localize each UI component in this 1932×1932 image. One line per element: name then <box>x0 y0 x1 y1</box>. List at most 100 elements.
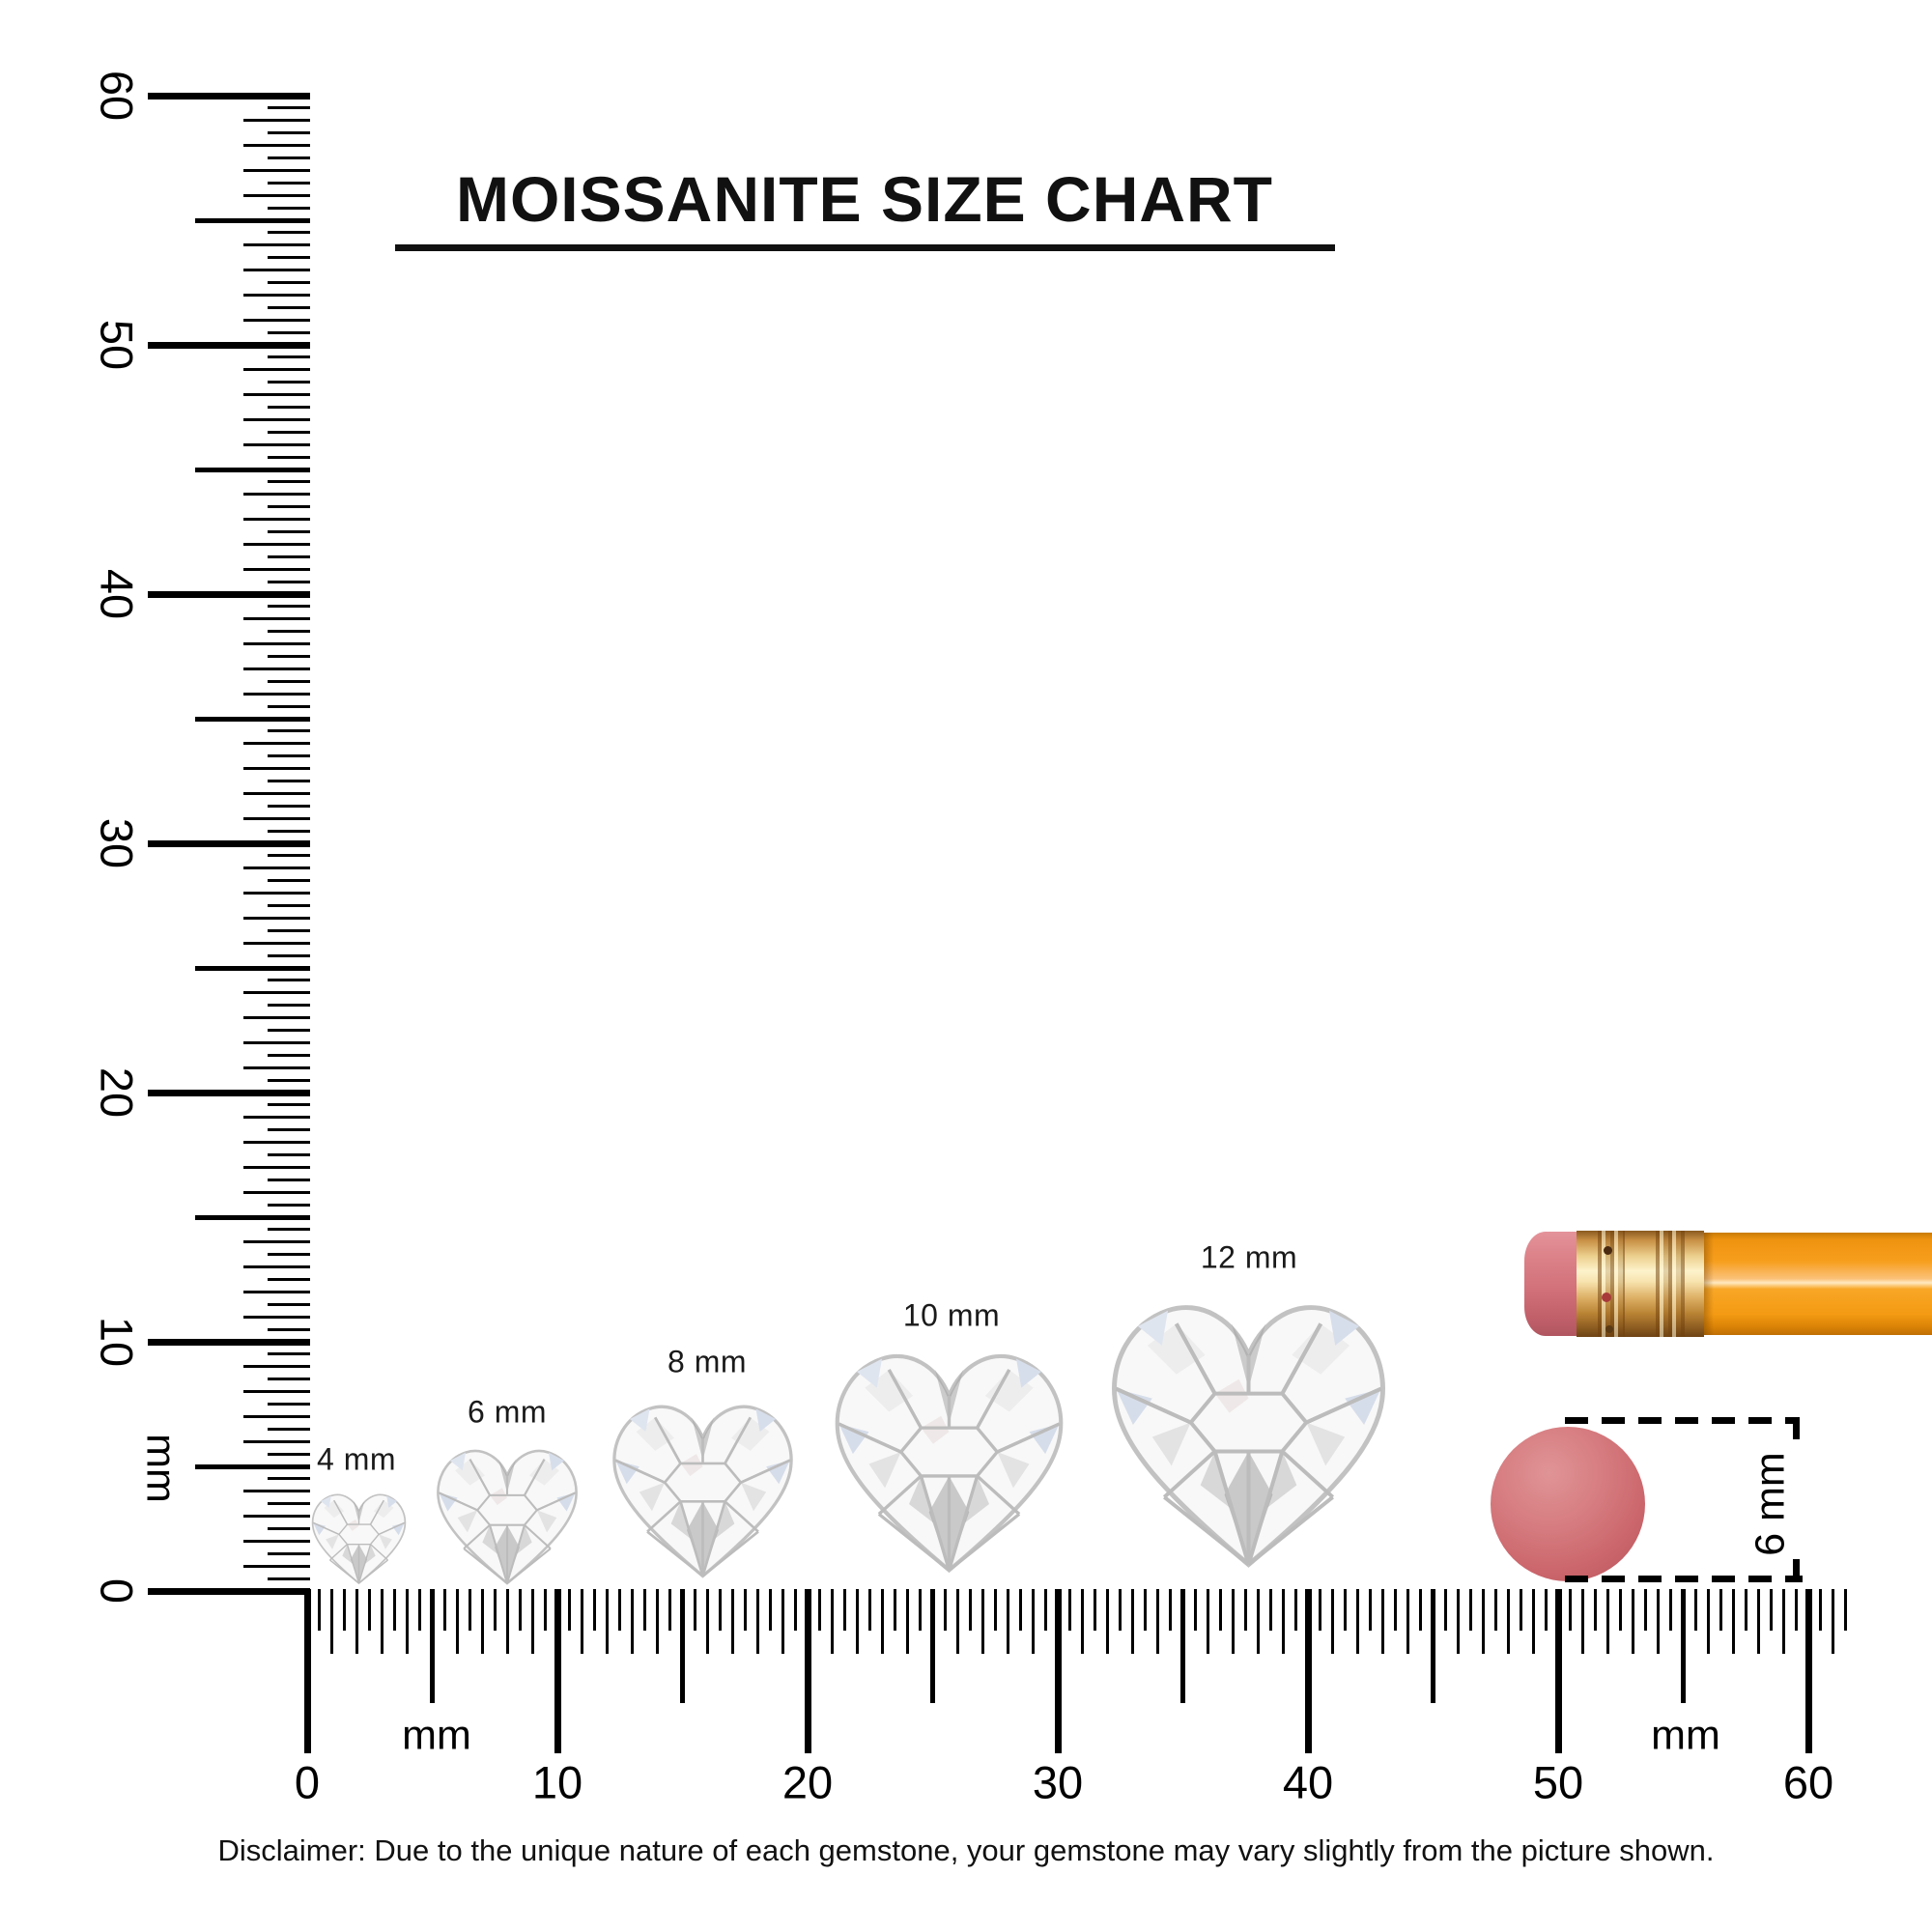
v-ruler-tick-32mm <box>243 791 310 795</box>
h-ruler-tick-25.5mm <box>943 1589 947 1631</box>
v-ruler-tick-40mm <box>148 590 310 598</box>
h-ruler-tick-36mm <box>1206 1589 1209 1654</box>
h-ruler-tick-16.5mm <box>718 1589 722 1631</box>
h-ruler-tick-3.5mm <box>393 1589 397 1631</box>
h-ruler-tick-55.5mm <box>1693 1589 1697 1631</box>
title-underline <box>395 244 1335 251</box>
h-ruler-tick-1.5mm <box>343 1589 347 1631</box>
v-ruler-tick-50.5mm <box>268 330 310 334</box>
h-ruler-tick-51.5mm <box>1594 1589 1598 1631</box>
v-ruler-tick-6mm <box>243 1439 310 1443</box>
v-ruler-tick-49mm <box>243 368 310 372</box>
h-ruler-tick-56mm <box>1706 1589 1710 1654</box>
v-ruler-tick-0.5mm <box>268 1577 310 1580</box>
v-ruler-tick-1mm <box>243 1564 310 1568</box>
v-ruler-tick-25mm <box>195 965 310 971</box>
v-ruler-tick-50mm <box>148 341 310 349</box>
v-ruler-tick-28.5mm <box>268 879 310 883</box>
v-ruler-tick-20mm <box>148 1089 310 1096</box>
v-ruler-number-40: 40 <box>91 568 143 620</box>
v-ruler-tick-23.5mm <box>268 1004 310 1008</box>
v-ruler-number-60: 60 <box>91 70 143 122</box>
h-ruler-tick-10.5mm <box>568 1589 572 1631</box>
h-ruler-tick-46mm <box>1456 1589 1460 1654</box>
h-ruler-tick-2mm <box>355 1589 359 1654</box>
v-ruler-tick-43.5mm <box>268 505 310 509</box>
pencil-ferrule <box>1577 1231 1704 1337</box>
v-ruler-tick-0mm <box>148 1587 310 1595</box>
heart-gem-shape <box>1114 1308 1382 1565</box>
h-ruler-tick-48.5mm <box>1519 1589 1522 1631</box>
v-ruler-tick-6.5mm <box>268 1427 310 1431</box>
h-ruler-tick-29.5mm <box>1043 1589 1047 1631</box>
v-ruler-tick-1.5mm <box>268 1551 310 1555</box>
h-ruler-tick-27.5mm <box>993 1589 997 1631</box>
ferrule-rivet <box>1605 1325 1613 1333</box>
h-ruler-tick-40mm <box>1304 1589 1312 1753</box>
h-ruler-tick-17.5mm <box>743 1589 747 1631</box>
h-ruler-tick-22.5mm <box>868 1589 872 1631</box>
v-ruler-tick-38mm <box>243 642 310 646</box>
h-ruler-tick-44.5mm <box>1419 1589 1423 1631</box>
v-ruler-tick-17.5mm <box>268 1153 310 1156</box>
dimension-line-top <box>1565 1417 1800 1424</box>
v-ruler-tick-33mm <box>243 767 310 771</box>
h-ruler-tick-14mm <box>656 1589 660 1654</box>
h-ruler-tick-19mm <box>781 1589 784 1654</box>
dimension-end-tick <box>1793 1424 1800 1439</box>
gem-size-label-10mm: 10 mm <box>902 1297 1001 1333</box>
v-ruler-number-20: 20 <box>91 1066 143 1119</box>
v-ruler-tick-35.5mm <box>268 704 310 708</box>
gem-size-label-6mm: 6 mm <box>468 1394 547 1430</box>
heart-gem-12mm <box>1104 1293 1393 1581</box>
h-ruler-tick-23.5mm <box>894 1589 897 1631</box>
v-ruler-tick-23mm <box>243 1016 310 1020</box>
v-ruler-tick-21.5mm <box>268 1053 310 1057</box>
v-ruler-tick-60mm <box>148 92 310 99</box>
v-ruler-tick-7.5mm <box>268 1403 310 1406</box>
heart-gem-4mm <box>311 1493 406 1584</box>
v-ruler-tick-31.5mm <box>268 804 310 808</box>
h-ruler-tick-20mm <box>804 1589 811 1753</box>
h-ruler-unit-label-right: mm <box>1651 1712 1720 1759</box>
h-ruler-tick-48mm <box>1506 1589 1510 1654</box>
v-ruler-tick-2mm <box>243 1539 310 1543</box>
v-ruler-tick-56.5mm <box>268 181 310 185</box>
v-ruler-tick-53.5mm <box>268 256 310 260</box>
v-ruler-tick-11.5mm <box>268 1302 310 1306</box>
h-ruler-unit-label-left: mm <box>402 1712 471 1759</box>
v-ruler-tick-49.5mm <box>268 355 310 359</box>
h-ruler-tick-19.5mm <box>793 1589 797 1631</box>
h-ruler-tick-52.5mm <box>1619 1589 1623 1631</box>
v-ruler-tick-18.5mm <box>268 1128 310 1132</box>
v-ruler-tick-19mm <box>243 1116 310 1120</box>
v-ruler-tick-42mm <box>243 542 310 546</box>
h-ruler-tick-54.5mm <box>1669 1589 1673 1631</box>
heart-gem-shape <box>437 1449 578 1585</box>
v-ruler-number-10: 10 <box>91 1316 143 1368</box>
v-ruler-tick-53mm <box>243 269 310 272</box>
v-ruler-tick-46.5mm <box>268 430 310 434</box>
h-ruler-tick-28mm <box>1006 1589 1009 1654</box>
h-ruler-tick-15.5mm <box>693 1589 696 1631</box>
h-ruler-tick-42.5mm <box>1369 1589 1373 1631</box>
h-ruler-tick-24.5mm <box>919 1589 923 1631</box>
v-ruler-tick-12.5mm <box>268 1278 310 1281</box>
v-ruler-tick-37.5mm <box>268 655 310 658</box>
h-ruler-tick-6.5mm <box>468 1589 471 1631</box>
v-ruler-tick-58mm <box>243 144 310 148</box>
h-ruler-tick-10mm <box>554 1589 561 1753</box>
h-ruler-tick-15mm <box>680 1589 685 1703</box>
h-ruler-tick-38.5mm <box>1268 1589 1272 1631</box>
h-ruler-number-50: 50 <box>1532 1756 1584 1808</box>
h-ruler-tick-0mm <box>303 1589 311 1753</box>
v-ruler-tick-26.5mm <box>268 928 310 932</box>
v-ruler-tick-28mm <box>243 892 310 895</box>
h-ruler-tick-9.5mm <box>543 1589 547 1631</box>
h-ruler-tick-28.5mm <box>1018 1589 1022 1631</box>
h-ruler-tick-24mm <box>906 1589 910 1654</box>
h-ruler-tick-47.5mm <box>1493 1589 1497 1631</box>
disclaimer-text: Disclaimer: Due to the unique nature of … <box>217 1833 1715 1867</box>
h-ruler-tick-58mm <box>1756 1589 1760 1654</box>
